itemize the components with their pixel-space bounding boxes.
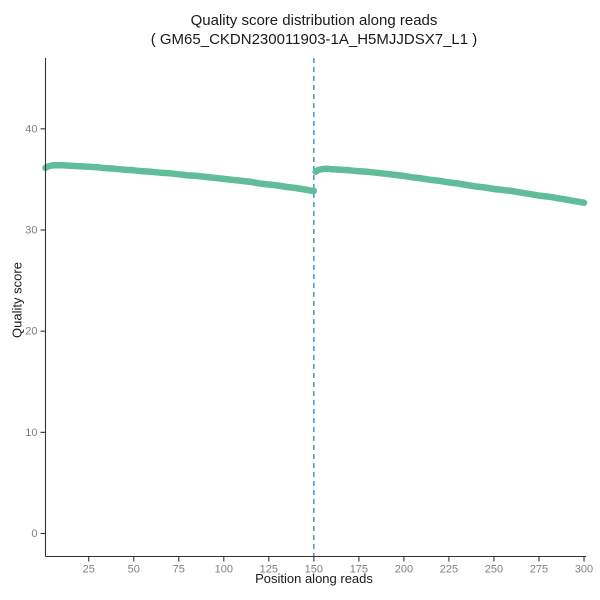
chart-title: Quality score distribution along reads [190,12,438,29]
x-tick-label: 200 [395,564,413,576]
x-tick-label: 250 [485,564,503,576]
x-tick-label: 75 [173,564,185,576]
y-tick-label: 10 [25,427,37,439]
y-tick-label: 0 [31,528,37,540]
y-axis-label: Quality score [9,262,25,338]
x-tick-label: 125 [260,564,278,576]
x-tick-label: 50 [128,564,140,576]
quality-line-read2-mean-quality [312,165,588,206]
x-tick-label: 175 [350,564,368,576]
x-tick-label: 300 [575,564,593,576]
quality-line-read1-mean-quality [42,161,318,195]
y-tick-label: 20 [25,326,37,338]
x-tick-label: 25 [83,564,95,576]
x-tick-label: 225 [440,564,458,576]
x-tick-label: 275 [530,564,548,576]
x-tick-label: 100 [215,564,233,576]
x-tick-label: 150 [305,564,323,576]
y-tick-label: 30 [25,224,37,236]
chart-subtitle: ( GM65_CKDN230011903-1A_H5MJJDSX7_L1 ) [150,31,478,48]
x-axis-label: Position along reads [255,571,373,586]
y-tick-label: 40 [25,123,37,135]
